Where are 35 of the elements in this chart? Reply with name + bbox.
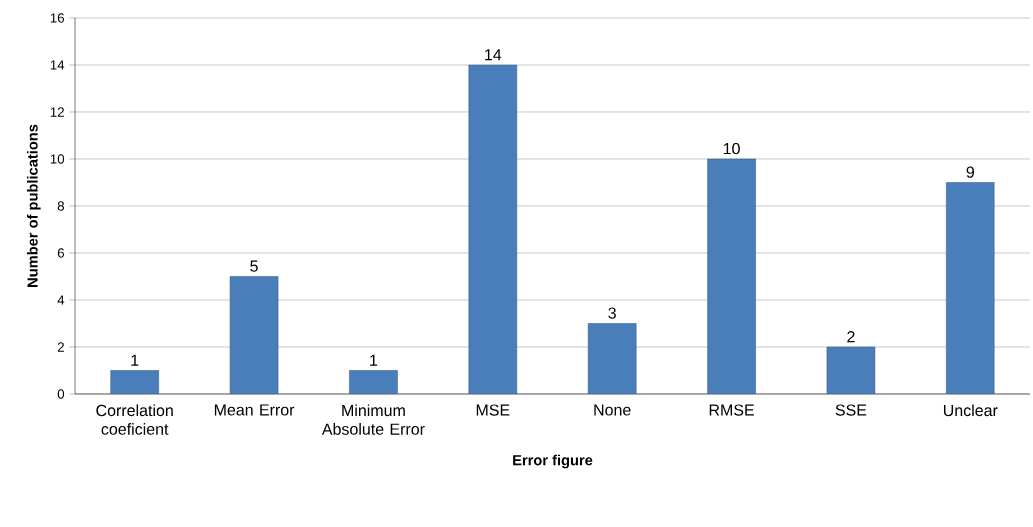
x-tick-label: Minimum Absolute Error [321, 404, 425, 435]
x-tick-label: RMSE [709, 404, 754, 416]
bar [826, 346, 876, 394]
y-tick-label: 10 [50, 154, 65, 164]
x-tick-label: SSE [835, 404, 867, 416]
y-tick-label: 4 [57, 295, 65, 305]
data-label: 9 [966, 166, 974, 178]
y-tick-label: 0 [57, 389, 65, 399]
x-tick-label: None [594, 404, 631, 416]
bar [468, 64, 518, 394]
data-label: 1 [131, 354, 139, 366]
data-label: 14 [485, 49, 502, 61]
y-tick-label: 8 [57, 201, 65, 211]
x-tick-label: Mean Error [214, 404, 295, 416]
y-tick-label: 12 [50, 107, 64, 117]
bar [946, 182, 995, 394]
x-tick-label: Unclear [943, 404, 998, 417]
x-tick-label: Correlation coeficient [96, 404, 173, 435]
bar [587, 323, 637, 394]
bar [707, 158, 756, 394]
bar [110, 370, 159, 394]
data-label: 3 [608, 307, 616, 319]
data-label: 10 [723, 142, 740, 155]
y-tick-label: 6 [57, 248, 65, 258]
y-axis-title: Number of publications [26, 124, 41, 287]
bar [229, 276, 279, 394]
y-tick-label: 16 [50, 13, 65, 23]
data-label: 5 [250, 260, 258, 272]
bar [349, 370, 398, 394]
data-label: 2 [847, 331, 855, 343]
x-axis-title: Error figure [513, 454, 593, 469]
x-tick-label: MSE [476, 404, 510, 416]
data-label: 1 [370, 354, 378, 366]
y-tick-label: 14 [50, 60, 65, 70]
y-tick-label: 2 [57, 342, 64, 352]
